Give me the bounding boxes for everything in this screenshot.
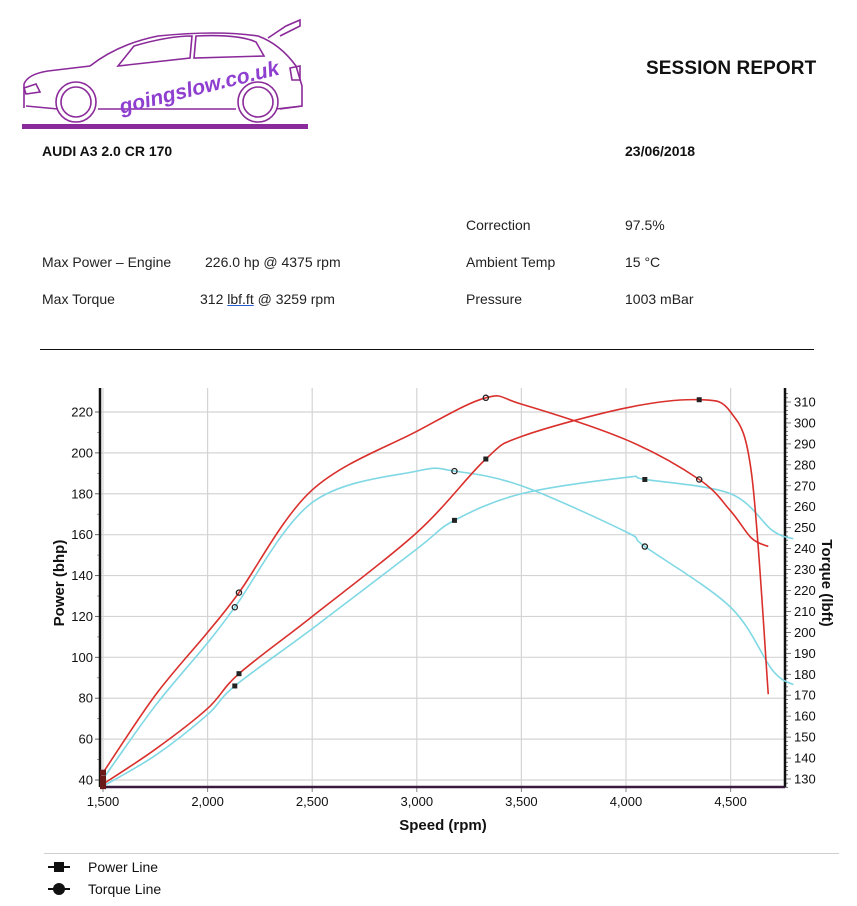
y2-tick-label: 220 [794, 583, 816, 598]
max-torque-number: 312 [200, 291, 224, 307]
start-marker [100, 776, 106, 782]
legend-label: Power Line [88, 859, 159, 875]
y2-tick-label: 310 [794, 395, 816, 410]
y-tick-label: 160 [71, 527, 93, 542]
chart-series [100, 394, 794, 790]
y2-tick-label: 160 [794, 709, 816, 724]
y2-tick-label: 190 [794, 646, 816, 661]
dyno-chart: 1,500 2,000 2,500 3,000 3,500 4,000 4,500 40 60 8… [51, 388, 835, 834]
y-tick-label: 120 [71, 609, 93, 624]
torque-marker [235, 589, 243, 596]
header-divider [40, 349, 814, 350]
legend-torque-line[interactable]: Torque Line [48, 881, 161, 897]
power-marker [483, 456, 489, 462]
y2-tick-label: 170 [794, 688, 816, 703]
y2-tick-label: 290 [794, 436, 816, 451]
y-tick-label: 220 [71, 405, 93, 420]
y2-tick-label: 280 [794, 457, 816, 472]
series-line [102, 467, 794, 780]
torque-marker [451, 467, 458, 475]
power-marker [451, 517, 457, 523]
y-axis-label: Power (bhp) [51, 540, 68, 627]
square-marker-icon [48, 860, 74, 874]
x-tick-label: 1,500 [87, 794, 120, 809]
x-tick-label: 2,000 [191, 794, 224, 809]
max-torque-rpm: @ 3259 rpm [257, 291, 335, 307]
torque-unit-link[interactable]: lbf.ft [227, 291, 254, 307]
y2-tick-label: 230 [794, 562, 816, 577]
y-tick-label: 100 [71, 650, 93, 665]
y-tick-label: 80 [79, 691, 93, 706]
x-tick-label: 3,500 [505, 794, 538, 809]
y-tick-label: 180 [71, 486, 93, 501]
ambient-temp-value: 15 °C [625, 254, 661, 270]
y-tick-label: 140 [71, 568, 93, 583]
max-torque-label: Max Torque [42, 291, 115, 307]
series-line [102, 395, 769, 774]
correction-value: 97.5% [625, 217, 665, 233]
y-tick-label: 60 [79, 732, 93, 747]
torque-marker [482, 394, 490, 402]
y-tick-label: 200 [71, 445, 93, 460]
series-line [102, 398, 770, 785]
x-tick-label: 4,000 [610, 794, 643, 809]
power-marker [642, 476, 648, 482]
x-axis-label: Speed (rpm) [399, 817, 487, 834]
circle-marker-icon [48, 882, 74, 896]
y2-axis-label: Torque (lbft) [818, 539, 835, 626]
power-marker [232, 683, 238, 689]
max-torque-value: 312 lbf.ft @ 3259 rpm [200, 291, 335, 307]
legend-divider [44, 853, 839, 854]
report-date: 23/06/2018 [625, 143, 696, 159]
power-marker [696, 397, 702, 403]
legend-label: Torque Line [88, 881, 162, 897]
x-tick-label: 3,000 [401, 794, 434, 809]
y2-tick-label: 210 [794, 604, 816, 619]
y2-tick-label: 150 [794, 730, 816, 745]
start-marker [100, 781, 106, 788]
vehicle-name: AUDI A3 2.0 CR 170 [42, 143, 173, 159]
chart-axes: 1,500 2,000 2,500 3,000 3,500 4,000 4,500 40 60 8… [71, 388, 816, 809]
y2-tick-label: 300 [794, 415, 816, 430]
torque-marker [231, 604, 239, 611]
ambient-temp-label: Ambient Temp [466, 254, 556, 270]
y2-tick-label: 140 [794, 751, 816, 766]
y2-tick-label: 250 [794, 520, 816, 535]
torque-marker [695, 476, 703, 483]
chart-grid [100, 388, 785, 787]
y2-tick-label: 130 [794, 772, 816, 787]
pressure-value: 1003 mBar [625, 291, 694, 307]
correction-label: Correction [466, 217, 531, 233]
x-tick-label: 4,500 [714, 794, 747, 809]
goingslow-logo: goingslow.co.uk [22, 18, 308, 129]
y2-tick-label: 180 [794, 667, 816, 682]
power-marker [236, 671, 242, 677]
y2-tick-label: 200 [794, 625, 816, 640]
y-tick-label: 40 [79, 773, 93, 788]
y2-tick-label: 260 [794, 499, 816, 514]
pressure-label: Pressure [466, 291, 523, 307]
report-title: SESSION REPORT [646, 58, 817, 79]
max-power-label: Max Power – Engine [42, 254, 172, 270]
torque-marker [641, 543, 649, 550]
y2-tick-label: 270 [794, 478, 816, 493]
max-power-value: 226.0 hp @ 4375 rpm [205, 254, 341, 270]
start-marker [100, 769, 106, 776]
legend-power-line[interactable]: Power Line [48, 859, 158, 875]
y2-tick-label: 240 [794, 541, 816, 556]
x-tick-label: 2,500 [296, 794, 329, 809]
